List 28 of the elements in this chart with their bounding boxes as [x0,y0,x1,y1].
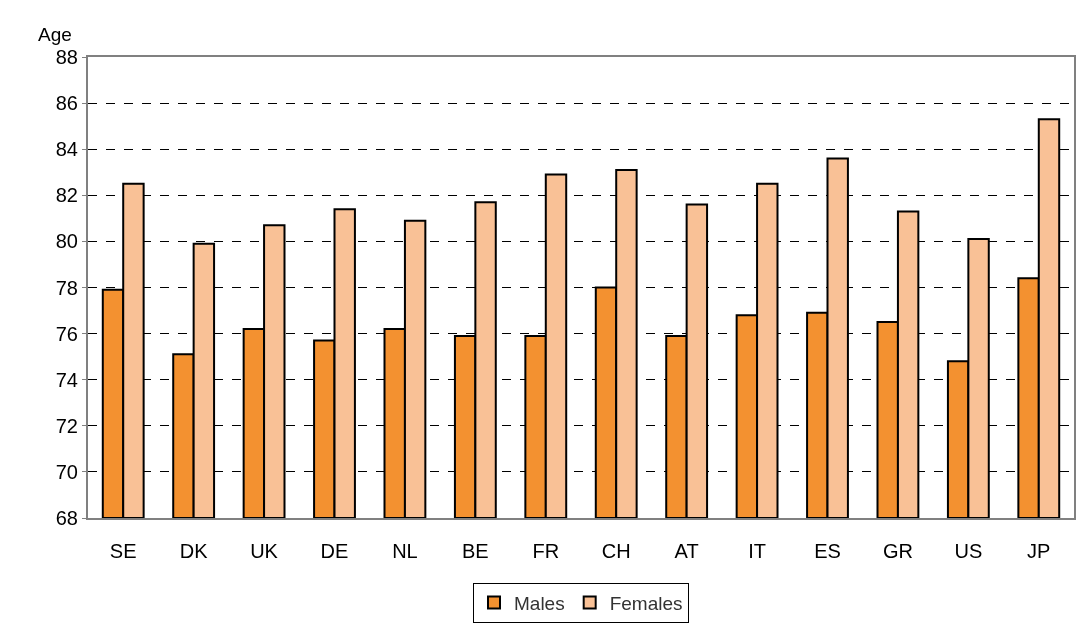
x-tick-label: US [954,540,983,562]
y-tick-label: 82 [55,184,78,207]
legend-label: Males [514,592,565,614]
x-tick-label: NL [392,540,418,562]
y-tick-label: 68 [55,507,78,529]
y-tick-label: 84 [55,138,78,161]
y-tick-label: 86 [55,92,78,115]
y-tick-label: 78 [55,276,78,299]
x-tick-label: DK [179,540,209,562]
x-tick-label: SE [109,540,137,562]
y-tick-label: 70 [55,460,78,483]
y-tick-label: 72 [55,414,78,437]
y-tick-label: 88 [55,46,78,68]
y-tick-label: 76 [55,322,78,345]
x-tick-label: JP [1027,540,1051,562]
x-tick-label: BE [462,540,489,562]
x-tick-label: ES [814,540,841,562]
x-tick-label: GR [882,540,913,562]
x-tick-label: UK [250,540,279,562]
y-tick-label: 74 [55,368,78,391]
legend-label: Females [609,592,683,614]
x-tick-label: IT [748,540,766,562]
x-tick-label: FR [532,540,560,562]
y-axis-title: Age [38,24,72,45]
x-tick-label: CH [601,540,631,562]
x-tick-label: AT [674,540,699,562]
y-tick-label: 80 [55,230,78,253]
x-tick-label: DE [320,540,349,562]
